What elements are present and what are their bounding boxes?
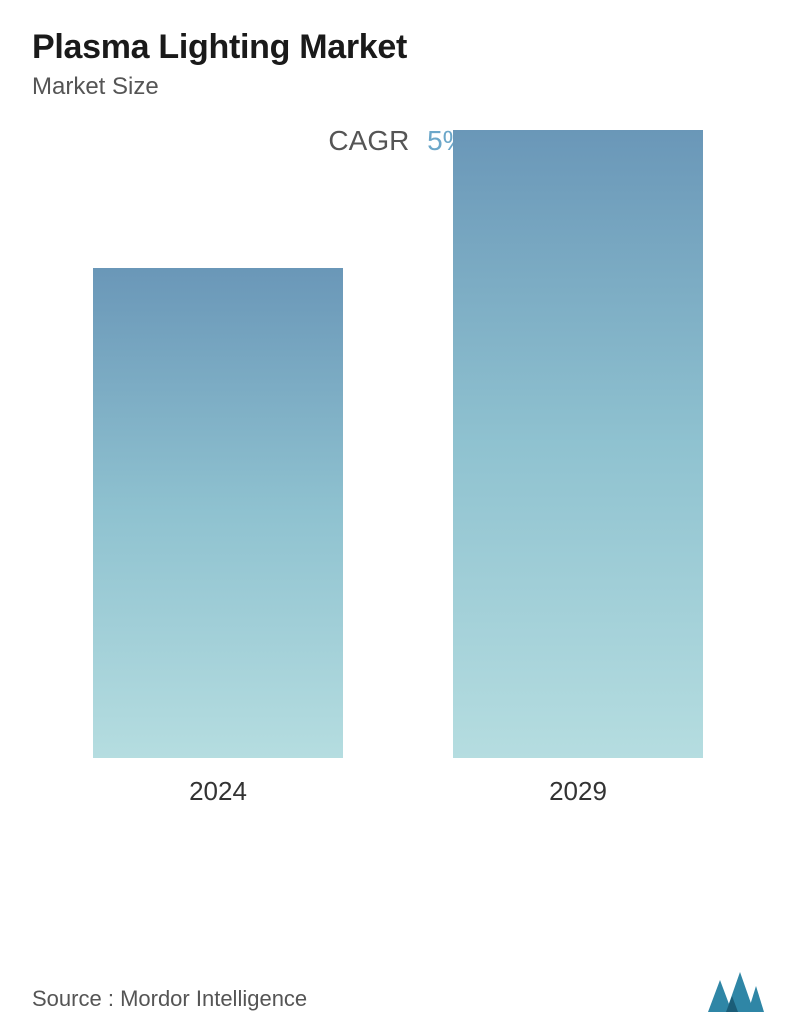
chart-title: Plasma Lighting Market: [32, 28, 764, 67]
bars-group: 2024 2029: [32, 177, 764, 807]
bar-wrap-0: 2024: [93, 268, 343, 807]
chart-subtitle: Market Size: [32, 73, 764, 101]
xlabel-0: 2024: [189, 776, 247, 807]
bar-wrap-1: 2029: [453, 130, 703, 807]
bar-0: [93, 268, 343, 758]
cagr-label: CAGR: [328, 125, 409, 156]
source-text: Source : Mordor Intelligence: [32, 986, 307, 1012]
chart-area: 2024 2029: [32, 177, 764, 877]
source-value: Mordor Intelligence: [120, 986, 307, 1011]
bar-1: [453, 130, 703, 758]
xlabel-1: 2029: [549, 776, 607, 807]
footer: Source : Mordor Intelligence: [32, 972, 764, 1012]
chart-container: Plasma Lighting Market Market Size CAGR …: [0, 0, 796, 877]
source-label: Source :: [32, 986, 114, 1011]
brand-logo-icon: [708, 972, 764, 1012]
